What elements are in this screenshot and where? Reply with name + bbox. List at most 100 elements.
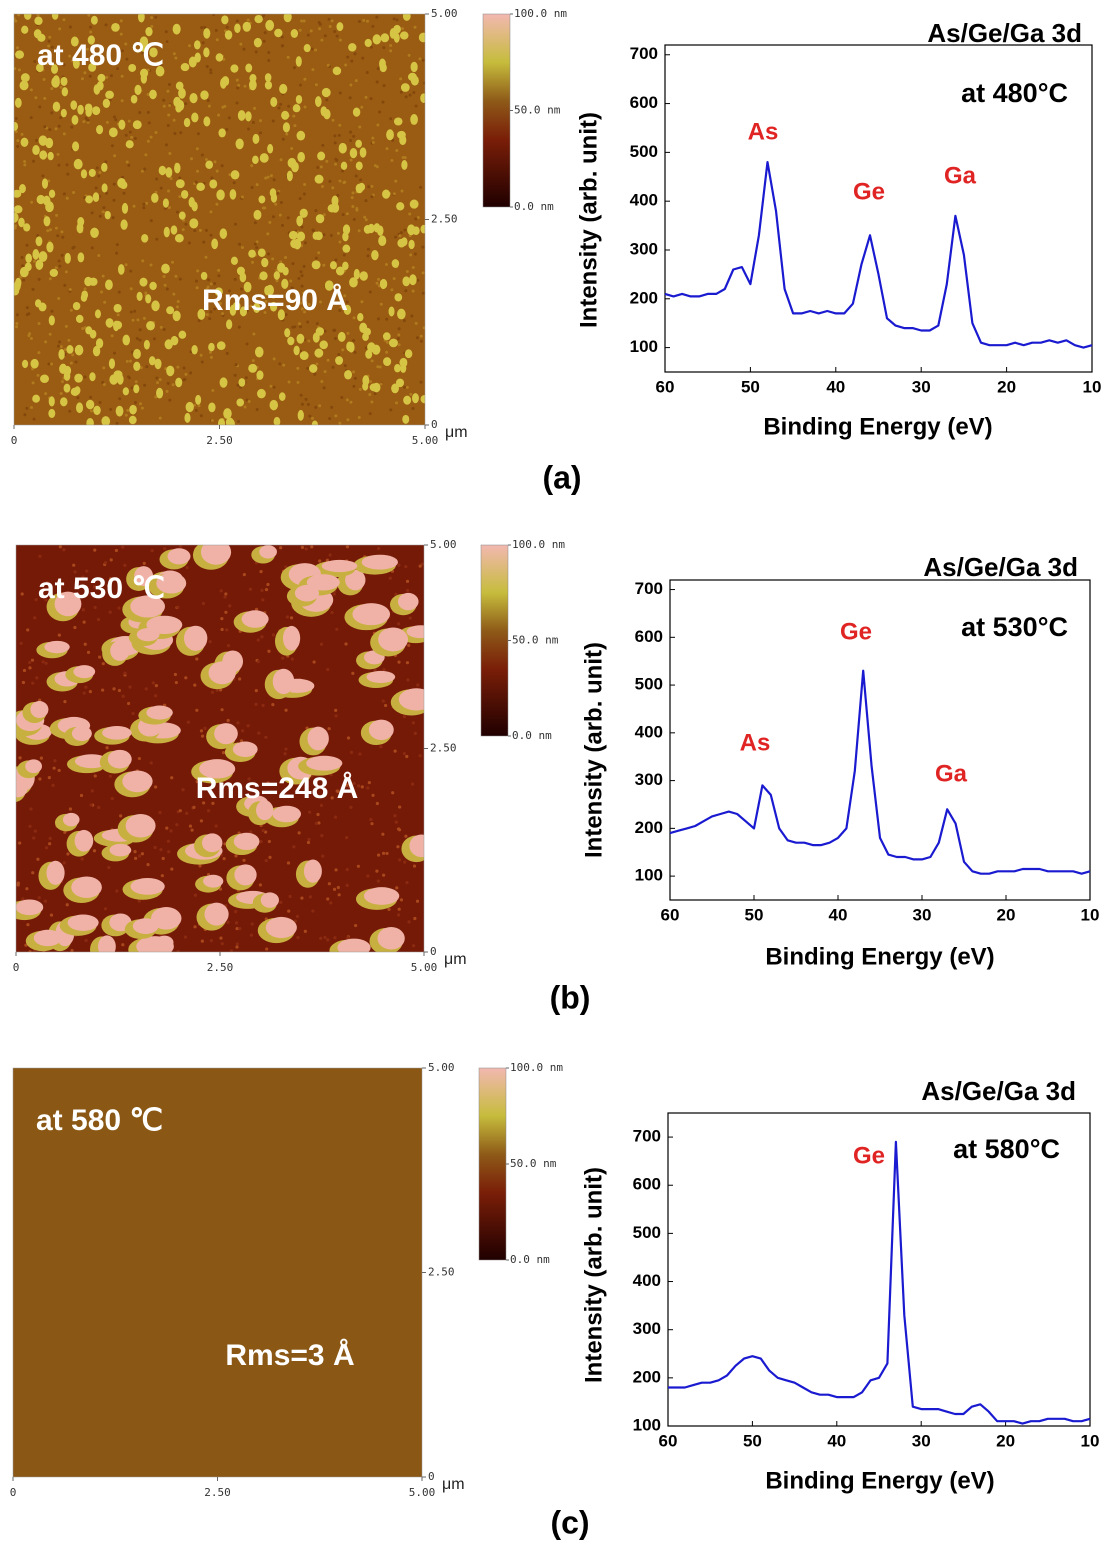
afm-noise: [66, 852, 70, 856]
afm-noise: [151, 681, 155, 685]
afm-island: [349, 148, 358, 159]
afm-island: [48, 189, 56, 199]
afm-island: [118, 119, 126, 130]
afm-island: [359, 271, 368, 281]
afm-noise: [107, 865, 111, 870]
afm-island: [249, 73, 257, 83]
x-tick-label: 10: [1081, 1431, 1100, 1450]
afm-noise: [264, 299, 268, 303]
afm-noise: [399, 77, 403, 81]
afm-noise: [346, 418, 350, 422]
afm-island: [162, 198, 169, 208]
afm-noise: [123, 671, 127, 675]
afm-noise: [404, 95, 408, 99]
afm-noise: [346, 736, 351, 740]
afm-noise: [364, 199, 368, 203]
afm-noise: [209, 210, 213, 214]
afm-noise: [304, 547, 308, 551]
afm-island: [24, 262, 32, 272]
afm-island: [372, 382, 381, 393]
afm-island: [283, 14, 292, 23]
afm-noise: [382, 84, 386, 88]
afm-noise: [327, 727, 331, 731]
afm-noise: [199, 353, 203, 357]
y-tick-label: 0: [428, 1470, 435, 1483]
afm-noise: [326, 63, 330, 67]
afm-noise: [345, 212, 349, 216]
afm-noise: [127, 119, 131, 123]
y-axis-label: Intensity (arb. unit): [580, 1167, 607, 1383]
afm-noise: [360, 300, 364, 304]
afm-island: [109, 374, 118, 385]
afm-island: [72, 141, 80, 152]
x-tick-label: 60: [656, 377, 675, 396]
afm-noise: [179, 131, 183, 135]
afm-island: [378, 235, 387, 247]
afm-noise: [409, 392, 413, 396]
colorbar-tick-label: 0.0 nm: [514, 200, 554, 213]
afm-noise: [350, 59, 354, 63]
afm-noise: [170, 776, 174, 780]
afm-noise: [317, 20, 321, 24]
afm-noise: [72, 563, 76, 567]
afm-noise: [200, 939, 204, 943]
afm-island: [394, 363, 401, 373]
afm-island: [249, 79, 257, 91]
afm-noise: [85, 47, 89, 51]
afm-noise: [284, 708, 288, 712]
x-tick-label: 30: [912, 377, 931, 396]
afm-noise: [142, 202, 146, 206]
afm-island: [66, 345, 74, 354]
afm-noise: [274, 202, 278, 206]
afm-noise: [154, 395, 158, 399]
afm-noise: [209, 282, 213, 286]
afm-noise: [272, 385, 276, 389]
afm-noise: [134, 856, 138, 860]
afm-noise: [400, 27, 404, 31]
afm-noise: [115, 251, 119, 255]
afm-noise: [328, 25, 332, 29]
afm-island: [315, 327, 325, 336]
afm-noise: [403, 860, 407, 864]
afm-noise: [381, 832, 385, 836]
afm-noise: [289, 616, 294, 620]
afm-noise: [272, 357, 276, 361]
afm-noise: [108, 610, 112, 614]
afm-island: [379, 58, 386, 70]
afm-island: [352, 107, 361, 117]
afm-noise: [217, 274, 221, 278]
afm-island: [296, 333, 305, 344]
afm-island: [399, 31, 409, 40]
afm-noise: [44, 661, 48, 665]
afm-noise: [187, 241, 191, 245]
afm-noise: [222, 856, 226, 861]
afm-island: [208, 661, 236, 685]
x-tick-label: 40: [827, 1431, 846, 1450]
afm-noise: [375, 281, 379, 285]
afm-island: [98, 935, 116, 952]
afm-noise: [405, 661, 410, 665]
afm-island: [303, 859, 322, 883]
afm-noise: [253, 106, 257, 110]
afm-island: [358, 182, 366, 191]
afm-noise: [334, 414, 338, 418]
afm-surface: [14, 14, 425, 425]
afm-noise: [330, 610, 334, 615]
afm-noise: [190, 157, 194, 161]
afm-noise: [366, 874, 370, 878]
afm-noise: [58, 340, 62, 344]
afm-island: [94, 309, 102, 319]
afm-island: [264, 80, 273, 90]
afm-noise: [176, 300, 180, 304]
afm-noise: [35, 138, 39, 142]
afm-noise: [166, 381, 170, 385]
afm-noise: [397, 563, 401, 567]
afm-noise: [236, 86, 240, 90]
afm-noise: [22, 278, 26, 282]
afm-island: [35, 236, 43, 247]
colorbar: [480, 544, 509, 737]
afm-island: [110, 640, 130, 661]
afm-noise: [325, 558, 329, 562]
afm-noise: [307, 837, 311, 842]
afm-noise: [330, 19, 334, 23]
